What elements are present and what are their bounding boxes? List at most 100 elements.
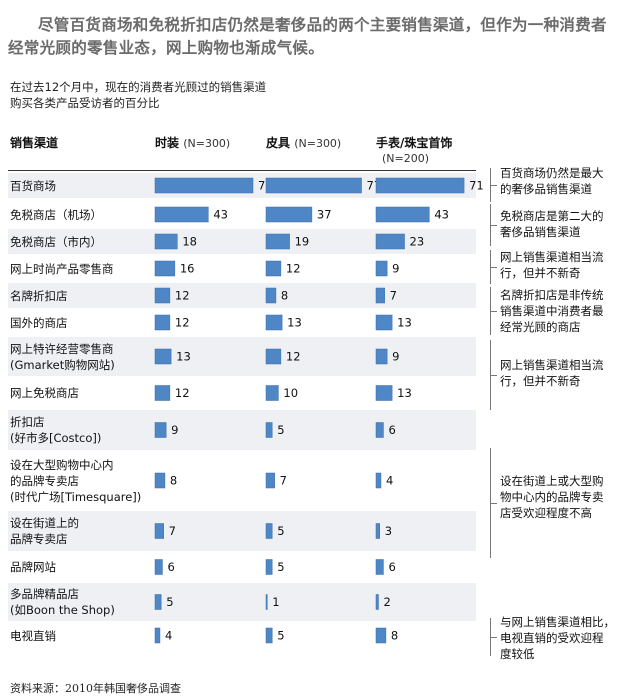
data-label: 37: [317, 208, 332, 222]
data-label: 13: [287, 316, 302, 330]
row-label: 网上免税商店: [10, 386, 79, 400]
data-label: 13: [397, 316, 412, 330]
bar-watch: [375, 422, 384, 438]
row-label: 电视直销: [10, 628, 56, 643]
subtitle-line-2: 购买各类产品受访者的百分比: [10, 96, 160, 110]
bar-fashion: [154, 422, 167, 438]
bar-leather: [265, 523, 273, 539]
row-label: 设在街道上的 品牌专卖店: [10, 516, 79, 546]
bar-leather: [265, 627, 273, 644]
annotation-text: 网上销售渠道相当流 行，但并不新奇: [500, 250, 604, 280]
data-label: 12: [175, 316, 190, 330]
data-label: 13: [397, 386, 412, 400]
bar-fashion: [154, 206, 209, 223]
bar-watch: [375, 472, 382, 489]
table-row: [8, 283, 476, 308]
column-header-fashion: 时装 (N=300): [155, 134, 230, 151]
bar-fashion: [154, 385, 171, 401]
data-label: 12: [286, 350, 301, 364]
bar-watch: [375, 523, 380, 539]
table-row: [8, 583, 476, 621]
data-label: 7: [280, 474, 287, 488]
bar-leather: [265, 260, 282, 277]
data-label: 1: [272, 595, 279, 609]
annotation-text: 网上销售渠道相当流 行，但并不新奇: [500, 358, 604, 388]
bar-leather: [265, 177, 362, 194]
row-label: 网上时尚产品零售商: [10, 261, 114, 276]
bar-leather: [265, 233, 290, 250]
bracket-tick: [491, 185, 497, 186]
table-row: [8, 337, 476, 376]
row-label: 免税商店（机场）: [10, 207, 102, 222]
bar-leather: [265, 472, 275, 489]
data-label: 6: [388, 423, 395, 437]
bar-fashion: [154, 260, 176, 277]
bar-watch: [375, 314, 393, 331]
annotation-text: 名牌折扣店是非传统 销售渠道中消费者最 经常光顾的商店: [500, 288, 604, 334]
bar-watch: [375, 177, 465, 194]
data-label: 5: [277, 629, 284, 643]
bracket-tick: [491, 375, 497, 376]
data-label: 5: [166, 595, 173, 609]
bar-fashion: [154, 233, 178, 250]
annotation-bracket: [490, 287, 497, 335]
data-label: 9: [392, 350, 399, 364]
bar-fashion: [154, 287, 171, 304]
annotation-bracket: [490, 340, 497, 410]
data-label: 6: [388, 560, 395, 574]
bar-watch: [375, 260, 388, 277]
bar-watch: [375, 559, 384, 575]
bar-fashion: [154, 594, 162, 610]
data-label: 16: [180, 262, 195, 276]
data-label: 4: [165, 629, 172, 643]
row-label: 网上特许经营零售商 (Gmarket购物网站): [10, 341, 115, 372]
data-label: 18: [182, 235, 197, 249]
bracket-tick: [491, 503, 497, 504]
bar-watch: [375, 385, 393, 401]
data-label: 8: [391, 629, 398, 643]
row-label: 折扣店 (好市多[Costco]): [10, 415, 102, 445]
data-label: 23: [410, 235, 425, 249]
annotation-bracket: [490, 448, 497, 558]
table-row: [8, 511, 476, 551]
bar-leather: [265, 385, 279, 401]
bar-watch: [375, 627, 387, 644]
data-label: 43: [434, 208, 449, 222]
data-label: 5: [277, 560, 284, 574]
data-label: 5: [277, 423, 284, 437]
annotation-text: 免税商店是第二大的 奢侈品销售渠道: [500, 209, 604, 239]
chart-subtitle: 在过去12个月中，现在的消费者光顾过的销售渠道 购买各类产品受访者的百分比: [10, 79, 410, 111]
column-header-leather-n: (N=300): [294, 137, 342, 150]
column-header-channel: 销售渠道: [10, 136, 59, 150]
bar-leather: [265, 206, 313, 223]
bar-watch: [375, 233, 405, 250]
row-label: 百货商场: [10, 178, 56, 193]
data-label: 9: [392, 262, 399, 276]
headline: 尽管百货商场和免税折扣店仍然是奢侈品的两个主要销售渠道，但作为一种消费者经常光顾…: [8, 16, 607, 57]
annotation-bracket: [490, 618, 497, 656]
table-row: [8, 410, 476, 450]
bar-leather: [265, 559, 273, 575]
data-label: 71: [469, 179, 484, 193]
data-label: 3: [385, 524, 392, 538]
row-label: 品牌网站: [10, 560, 56, 574]
source-note: 资料来源：2010年韩国奢侈品调查: [10, 682, 181, 695]
bracket-tick: [491, 311, 497, 312]
data-label: 7: [169, 524, 176, 538]
data-label: 43: [213, 208, 228, 222]
data-label: 7: [390, 289, 397, 303]
column-header-watch-n: (N=200): [382, 152, 430, 165]
bar-fashion: [154, 472, 166, 489]
bar-watch: [375, 348, 388, 365]
column-header-fashion-n: (N=300): [183, 137, 231, 150]
row-label: 名牌折扣店: [10, 288, 68, 303]
column-header-watch-label: 手表/珠宝首饰: [376, 136, 453, 150]
bracket-tick: [491, 637, 497, 638]
bar-leather: [265, 594, 268, 610]
bar-leather: [265, 287, 277, 304]
column-header-watch: 手表/珠宝首饰 (N=200): [376, 134, 452, 165]
bar-leather: [265, 314, 283, 331]
column-header-fashion-label: 时装: [155, 136, 180, 150]
data-label: 19: [295, 235, 310, 249]
